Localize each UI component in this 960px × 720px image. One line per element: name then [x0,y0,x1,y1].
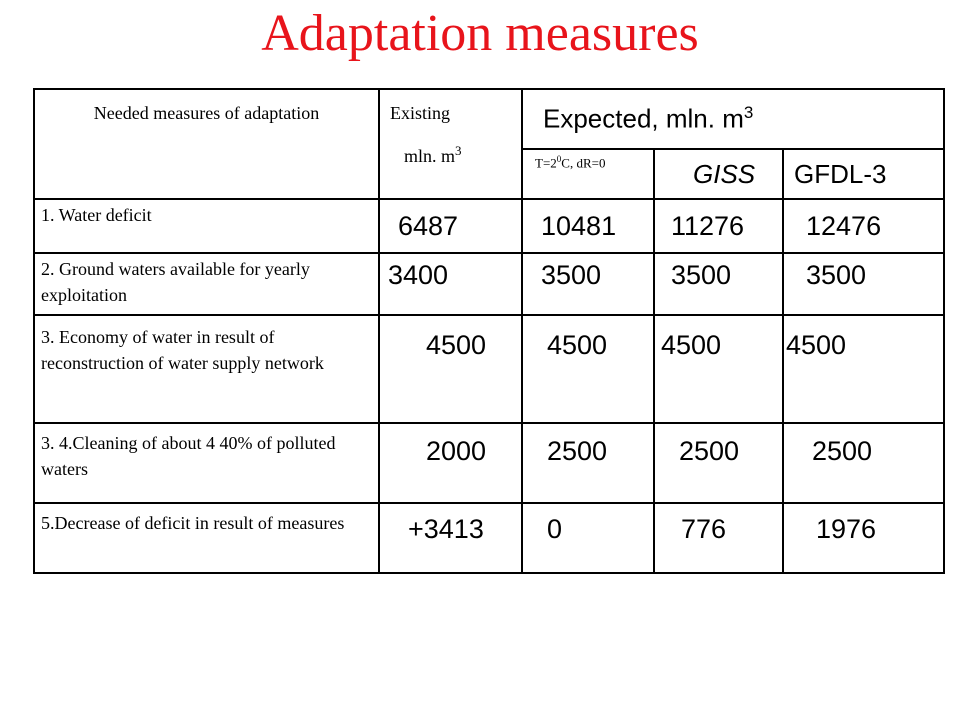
header-row-1: Needed measures of adaptation Existing m… [33,88,946,200]
row-label: 5.Decrease of deficit in result of measu… [33,502,380,574]
cell-existing: 3400 [378,252,523,316]
header-expected-sup: 3 [743,103,754,123]
header-row-2: T=20C, dR=0 GISS GFDL-3 [34,148,946,200]
header-scenario-base: T=20C, dR=0 [521,148,655,200]
cell-giss: 776 [653,502,784,574]
cell-gfdl: 4500 [781,314,946,424]
table-row: 2. Ground waters available for yearly ex… [33,252,946,316]
row-label: 2. Ground waters available for yearly ex… [33,252,380,316]
cell-existing: 6487 [378,198,523,254]
header-scenario-gfdl: GFDL-3 [781,148,946,200]
cell-existing: 4500 [378,314,523,424]
cell-giss: 3500 [653,252,784,316]
cell-giss: 11276 [653,198,784,254]
header-expected: Expected, mln. m3 [520,88,946,150]
header-measures-text: Needed measures of adaptation [93,103,320,123]
table-row: 1. Water deficit 6487 10481 11276 12476 [33,198,946,254]
cell-base: 0 [521,502,655,574]
cell-base: 4500 [521,314,655,424]
scenario-base-sup: 0 [556,154,562,164]
table-row: 3. Economy of water in result of reconst… [33,314,946,424]
cell-base: 2500 [521,422,655,504]
cell-base: 10481 [521,198,655,254]
row-label: 3. Economy of water in result of reconst… [33,314,380,424]
page-title: Adaptation measures [261,5,699,62]
cell-gfdl: 1976 [781,502,946,574]
cell-gfdl: 3500 [781,252,946,316]
header-existing: Existing mln. m3 [378,88,523,200]
adaptation-table: Needed measures of adaptation Existing m… [33,88,946,574]
header-expected-label: Expected, mln. m [543,103,744,134]
cell-giss: 4500 [653,314,784,424]
header-existing-unit: mln. m3 [390,138,521,169]
header-existing-line1: Existing [390,103,451,123]
header-existing-sup: 3 [455,143,462,158]
table-row: 5.Decrease of deficit in result of measu… [33,502,946,574]
table-row: 3. 4.Cleaning of about 4 40% of polluted… [33,422,946,504]
scenario-base-a: T=2 [535,155,557,171]
header-scenario-giss: GISS [653,148,784,200]
scenario-base-b: C, dR=0 [561,155,606,171]
row-label: 1. Water deficit [33,198,380,254]
header-measures: Needed measures of adaptation [33,88,380,200]
cell-giss: 2500 [653,422,784,504]
cell-gfdl: 12476 [781,198,946,254]
row-label: 3. 4.Cleaning of about 4 40% of polluted… [33,422,380,504]
cell-existing: +3413 [378,502,523,574]
header-existing-line2: mln. m [404,146,456,166]
cell-base: 3500 [521,252,655,316]
cell-gfdl: 2500 [781,422,946,504]
cell-existing: 2000 [378,422,523,504]
